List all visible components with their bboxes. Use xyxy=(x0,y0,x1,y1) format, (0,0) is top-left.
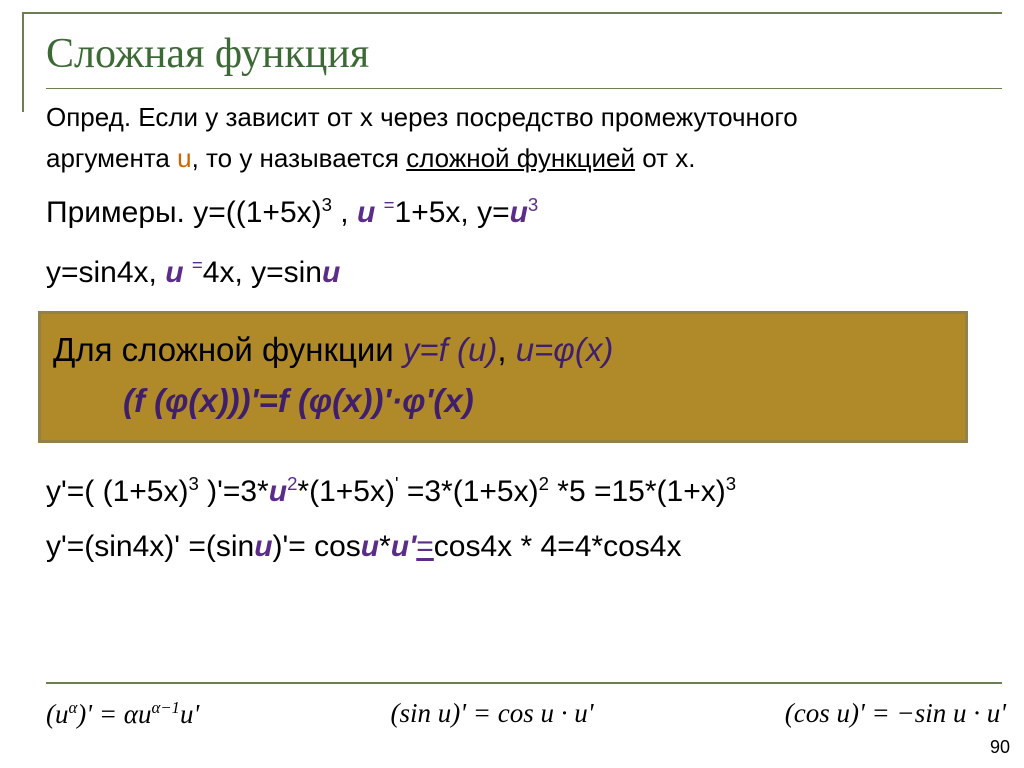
box-l1-c: , xyxy=(497,331,515,368)
d1-s2: 2 xyxy=(287,473,297,494)
formula-power: (uα)' = αuα−1u' xyxy=(46,698,199,730)
d1-b: )'=3* xyxy=(199,475,269,508)
d2-c: * xyxy=(379,530,391,563)
def-post: от x. xyxy=(635,143,695,173)
ex1-c: 1+5x, y= xyxy=(395,196,510,229)
ex1-sup2: 3 xyxy=(528,194,538,215)
def-u: u xyxy=(177,143,191,173)
ex1-u: u xyxy=(357,196,384,229)
d1-a: y'=( (1+5x) xyxy=(46,475,188,508)
ex1-u2: u xyxy=(510,196,528,229)
box-l1-b: y=f (u) xyxy=(403,331,497,368)
box-line-2: (f (φ(x)))'=f (φ(x))'·φ'(x) xyxy=(53,375,953,426)
frame-top xyxy=(22,12,1002,16)
d2-eq: = xyxy=(416,530,434,563)
definition-line-1: Опред. Если y зависит от x через посредс… xyxy=(46,100,1006,135)
d2-u2: u xyxy=(361,530,379,563)
derivation-1: y'=( (1+5x)3 )'=3*u2*(1+5x)' =3*(1+5x)2 … xyxy=(46,471,1006,513)
d1-s1: 3 xyxy=(188,473,198,494)
box-l2: (f (φ(x)))'=f (φ(x))'·φ'(x) xyxy=(123,382,474,419)
ex2-u2: u xyxy=(322,256,340,289)
d2-a: y'=(sin4x)' =(sin xyxy=(46,530,254,563)
ex2-u: u xyxy=(165,256,192,289)
slide-title: Сложная функция xyxy=(46,30,369,78)
derivation-2: y'=(sin4x)' =(sinu)'= cosu*u'=cos4x * 4=… xyxy=(46,527,1006,568)
slide: Сложная функция Опред. Если y зависит от… xyxy=(0,0,1024,768)
d1-s4: 3 xyxy=(726,473,736,494)
ex1-sup: 3 xyxy=(322,194,332,215)
ex2-b: 4x, y=sin xyxy=(203,256,322,289)
d1-e: *5 =15*(1+x) xyxy=(549,475,726,508)
slide-number: 90 xyxy=(990,737,1010,758)
d1-c: *(1+5x) xyxy=(297,475,395,508)
examples-line-2: y=sin4x, u =4x, y=sinu xyxy=(46,252,1006,294)
title-underline xyxy=(46,88,1002,89)
bottom-rule xyxy=(46,682,1002,684)
examples-line-1: Примеры. y=((1+5x)3 , u =1+5x, y=u3 xyxy=(46,192,1006,234)
d1-u: u xyxy=(269,475,287,508)
def-underlined: сложной функцией xyxy=(406,143,635,173)
bottom-formulas: (uα)' = αuα−1u' (sin u)' = cos u · u' (c… xyxy=(46,698,1006,730)
ex1-a: y=((1+5x) xyxy=(193,196,321,229)
box-l1-a: Для сложной функции xyxy=(53,331,403,368)
ex1-b: , xyxy=(332,196,357,229)
ex2-a: y=sin4x, xyxy=(46,256,165,289)
d1-s3: 2 xyxy=(539,473,549,494)
d1-d: =3*(1+5x) xyxy=(399,475,539,508)
formula-sin: (sin u)' = cos u · u' xyxy=(390,698,593,730)
formula-cos: (cos u)' = −sin u · u' xyxy=(785,698,1006,730)
ex-label: Примеры. xyxy=(46,196,193,229)
ex2-eq: = xyxy=(192,254,203,275)
def-pre: аргумента xyxy=(46,143,177,173)
d2-d: cos4x * 4=4*cos4x xyxy=(434,530,682,563)
d2-b: )'= cos xyxy=(273,530,361,563)
ex1-eq: = xyxy=(384,194,395,215)
def-mid: , то y называется xyxy=(192,143,407,173)
box-l1-d: u=φ(x) xyxy=(516,331,614,368)
d2-u: u xyxy=(254,530,272,563)
d2-u3: u' xyxy=(391,530,416,563)
box-line-1: Для сложной функции y=f (u), u=φ(x) xyxy=(53,324,953,375)
frame-left xyxy=(22,12,24,112)
definition-line-2: аргумента u, то y называется сложной фун… xyxy=(46,141,1006,176)
content-area: Опред. Если y зависит от x через посредс… xyxy=(46,100,1006,581)
formula-box: Для сложной функции y=f (u), u=φ(x) (f (… xyxy=(38,311,968,443)
